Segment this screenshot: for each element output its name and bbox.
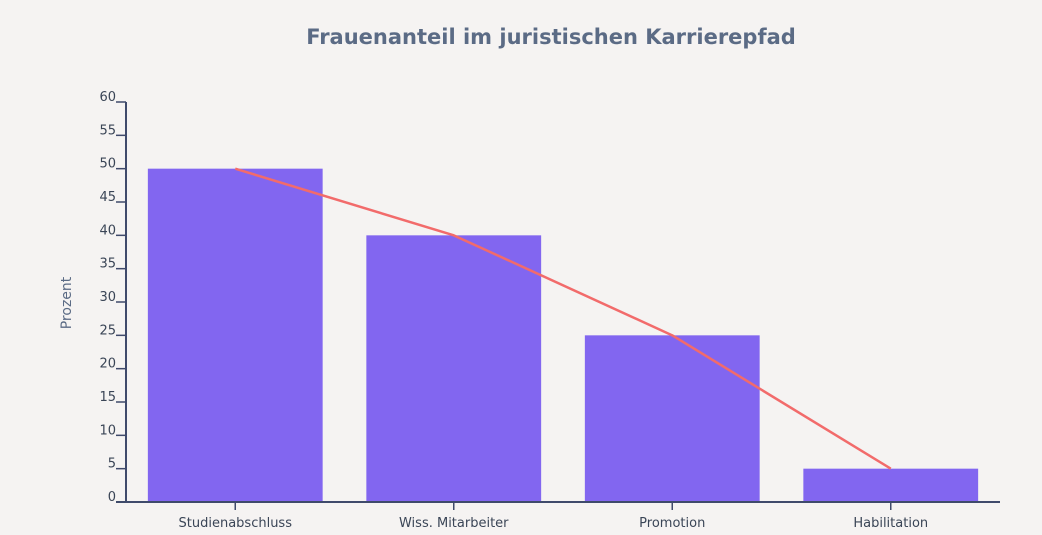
- y-tick-label: 10: [99, 423, 116, 438]
- x-tick-label: Wiss. Mitarbeiter: [399, 516, 509, 531]
- x-tick-label: Promotion: [639, 516, 705, 531]
- y-tick-label: 0: [108, 490, 116, 505]
- x-tick-label: Studienabschluss: [179, 516, 293, 531]
- y-tick-label: 5: [108, 457, 116, 472]
- y-tick-label: 20: [99, 357, 116, 372]
- bars-group: [147, 168, 979, 503]
- y-tick-label: 50: [99, 157, 116, 172]
- y-tick-label: 45: [99, 190, 116, 205]
- trend-line: [234, 167, 892, 470]
- line-group: [234, 167, 892, 470]
- axes-group: 0 5 10 15 20 25 30 35 40 45 50 55 60 Studienabschluss…: [99, 90, 1000, 531]
- y-tick-label: 25: [99, 323, 116, 338]
- y-tick-label: 30: [99, 290, 116, 305]
- bar-habilitation: [803, 468, 979, 502]
- bar-promotion: [584, 335, 760, 502]
- y-axis-label: Prozent: [59, 276, 75, 329]
- bar-studienabschluss: [147, 168, 323, 502]
- y-tick-label: 40: [99, 223, 116, 238]
- y-tick-label: 35: [99, 257, 116, 272]
- chart-title: Frauenanteil im juristischen Karrierepfa…: [306, 25, 796, 49]
- y-tick-label: 15: [99, 390, 116, 405]
- bar-wiss-mitarbeiter: [366, 235, 542, 503]
- x-tick-label: Habilitation: [853, 516, 928, 531]
- y-tick-label: 60: [99, 90, 116, 105]
- y-tick-label: 55: [99, 123, 116, 138]
